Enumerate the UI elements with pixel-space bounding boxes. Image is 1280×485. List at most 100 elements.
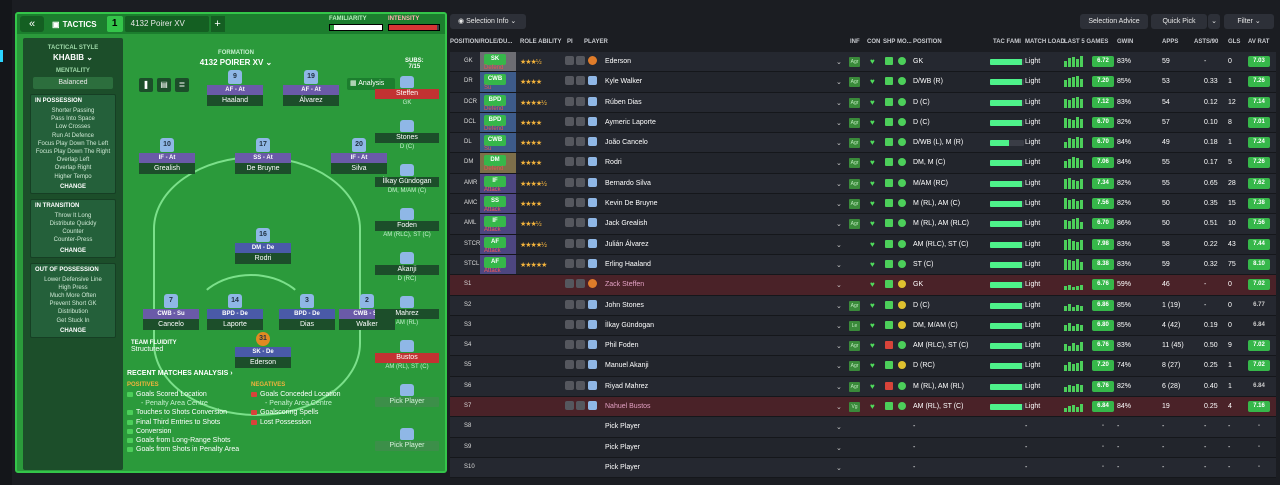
col-position[interactable]: POSITION [913,39,942,45]
role-duty-dropdown[interactable]: SS Attack [480,194,516,214]
col-inf[interactable]: INF [850,39,860,45]
table-row[interactable]: S4 Phil Foden ⌄ Agr ♥ AM (RLC), ST (C) Light 6.… [450,336,1276,357]
player-instructions-icon[interactable] [565,238,574,248]
pitch-player[interactable]: 2 CWB - Su Walker [339,294,395,330]
player-role-label[interactable]: CWB - Su [143,309,199,319]
player-role-label[interactable]: SK - De [235,347,291,357]
player-card-icon[interactable] [576,319,585,329]
chevron-down-icon[interactable]: ⌄ [836,59,842,66]
table-row[interactable]: AML IF Attack ★★★½ Jack Grealish ⌄ Agr ♥ M (RL),… [450,214,1276,235]
player-name[interactable]: Riyad Mahrez [605,382,649,390]
player-card-icon[interactable] [576,340,585,350]
player-instructions-icon[interactable] [565,258,574,268]
out-possession-change-button[interactable]: CHANGE [59,327,86,334]
player-instructions-icon[interactable] [565,360,574,370]
chevron-down-icon[interactable]: ⌄ [836,424,842,432]
substitute-name[interactable]: Steffen [375,89,439,99]
substitute-slot[interactable]: Foden AM (RLC), ST (C) [375,208,439,238]
pitch-player[interactable]: 7 CWB - Su Cancelo [143,294,199,330]
tactic-slot-number[interactable]: 1 [106,16,123,32]
player-name[interactable]: Erling Haaland [605,260,651,268]
role-duty-dropdown[interactable]: AF Attack [480,254,516,275]
col-asts[interactable]: ASTS/90 [1194,39,1219,45]
player-name[interactable]: Nahuel Bustos [605,403,651,411]
player-card-icon[interactable] [576,299,585,309]
table-row[interactable]: S2 John Stones ⌄ Agr ♥ D (C) Light 6.86 85% 1 (19… [450,295,1276,316]
player-instructions-icon[interactable] [565,56,574,65]
role-duty-dropdown[interactable]: AF Attack [480,234,516,254]
player-instructions-icon[interactable] [565,96,574,106]
mentality-dropdown[interactable]: Balanced [33,77,113,89]
table-row[interactable]: GK SK Defend ★★★½ Ederson ⌄ Agr ♥ GK Light 6.72 83%… [450,52,1276,73]
role-duty-dropdown[interactable]: CWB Su [480,133,516,153]
table-row[interactable]: S10 Pick Player ⌄ - - - - - - - - [450,457,1276,479]
table-row[interactable]: DCL BPD Defend ★★★★ Aymeric Laporte ⌄ Agr ♥ D (C… [450,112,1276,134]
player-instructions-icon[interactable] [565,177,574,187]
player-role-label[interactable]: AF - At [283,85,339,95]
col-mo[interactable]: MO... [897,39,912,45]
player-role-label[interactable]: DM - De [235,243,291,253]
player-name[interactable]: John Stones [605,301,644,309]
table-row[interactable]: AMC SS Attack ★★★★ Kevin De Bruyne ⌄ Agr ♥ M (RL… [450,194,1276,215]
player-role-label[interactable]: SS - At [235,153,291,163]
player-role-label[interactable]: IF - At [139,153,195,163]
col-player[interactable]: PLAYER [584,39,608,45]
role-duty-dropdown[interactable]: DM Defend [480,153,516,173]
chevron-down-icon[interactable]: ⌄ [836,160,842,168]
player-instructions-icon[interactable] [565,157,574,167]
substitute-name[interactable]: İlkay Gündogan [375,177,439,187]
formation-dropdown[interactable]: 4132 POIRER XV ⌄ [199,58,273,67]
table-row[interactable]: S5 Manuel Akanji ⌄ Agr ♥ D (RC) Light 7.20 74% 8 … [450,356,1276,377]
chevron-down-icon[interactable]: ⌄ [836,119,842,127]
player-name[interactable]: Phil Foden [605,342,639,350]
player-role-label[interactable]: BPD - De [207,309,263,319]
player-name[interactable]: Kevin De Bruyne [605,200,658,208]
player-card-icon[interactable] [576,177,585,187]
in-possession-change-button[interactable]: CHANGE [59,183,86,190]
table-row[interactable]: S9 Pick Player ⌄ - - - - - - - - [450,437,1276,458]
recent-matches-analysis-link[interactable]: RECENT MATCHES ANALYSIS › [127,370,233,377]
player-name[interactable]: Rúben Dias [605,98,642,106]
info-icon[interactable]: ❚ [139,78,153,92]
pitch-player[interactable]: 10 IF - At Grealish [139,138,195,174]
player-name[interactable]: João Cancelo [605,139,648,147]
player-instructions-icon[interactable] [565,198,574,208]
player-card-icon[interactable] [576,238,585,248]
chevron-down-icon[interactable]: ⌄ [836,302,842,310]
player-name[interactable]: Bernardo Silva [605,179,651,187]
substitute-slot[interactable]: Akanji D (RC) [375,252,439,282]
analysis-button[interactable]: ▦ Analysis [347,78,395,90]
table-row[interactable]: STCL AF Attack ★★★★★ Erling Haaland ⌄ ♥ ST (C) L… [450,254,1276,276]
chevron-down-icon[interactable]: ⌄ [836,221,842,229]
player-instructions-icon[interactable] [565,137,574,147]
pick-player-button[interactable]: Pick Player [375,397,439,407]
role-duty-dropdown[interactable]: IF Attack [480,173,516,194]
player-card-icon[interactable] [576,76,585,86]
player-instructions-icon[interactable] [565,279,574,289]
player-instructions-icon[interactable] [565,319,574,329]
pitch-player[interactable]: 19 AF - At Álvarez [283,70,339,106]
pick-player-button[interactable]: Pick Player [375,441,439,451]
col-con[interactable]: CON [867,39,881,45]
player-name[interactable]: Aymeric Laporte [605,118,656,126]
substitute-slot[interactable]: Stones D (C) [375,120,439,150]
col-position-role[interactable]: POSITION/ROLE/DU... [450,39,513,45]
player-card-icon[interactable] [576,218,585,228]
role-duty-dropdown[interactable]: BPD Defend [480,92,516,112]
chevron-down-icon[interactable]: ⌄ [836,404,842,412]
role-duty-dropdown[interactable]: CWB Su [480,72,516,92]
chart-icon[interactable]: ▤ [157,78,171,92]
player-instructions-icon[interactable] [565,116,574,126]
pick-player-button[interactable]: Pick Player [605,443,641,451]
tactical-style-value[interactable]: KHABIB ⌄ [52,53,94,62]
table-row[interactable]: S3 İlkay Gündogan ⌄ Le ♥ DM, M/AM (C) Light 6.8… [450,315,1276,337]
player-role-label[interactable]: BPD - De [279,309,335,319]
player-name[interactable]: Zack Steffen [605,281,645,289]
substitute-slot[interactable]: İlkay Gündogan DM, M/AM (C) [375,164,439,194]
col-tac-fami[interactable]: TAC FAMI [993,39,1021,45]
chevron-down-icon[interactable]: ⌄ [836,180,842,188]
substitute-name[interactable]: Stones [375,133,439,143]
chevron-down-icon[interactable]: ⌄ [836,383,842,391]
player-role-label[interactable]: CWB - Su [339,309,395,319]
chevron-down-icon[interactable]: ⌄ [836,261,842,269]
